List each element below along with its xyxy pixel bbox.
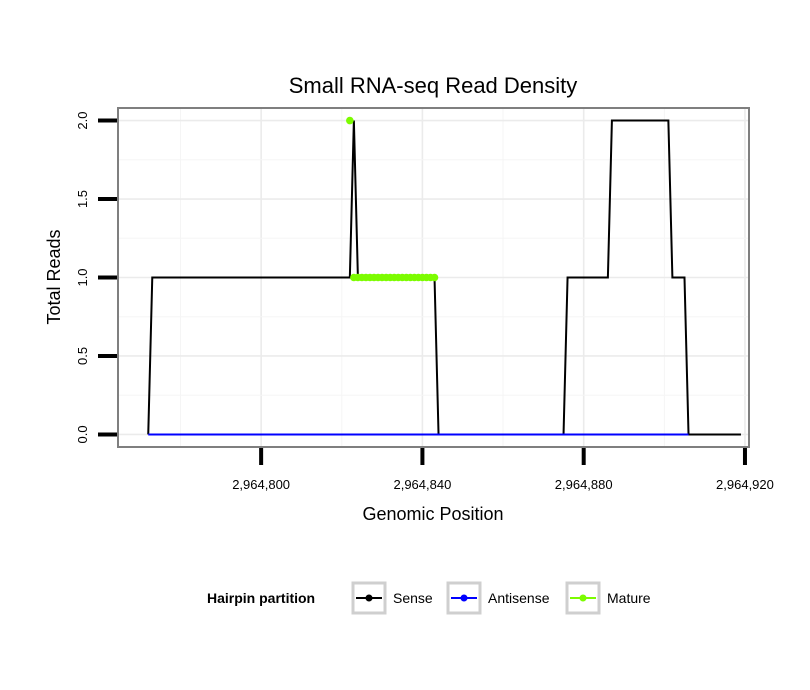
x-axis: 2,964,800 2,964,840 2,964,880 2,964,920 <box>232 448 774 492</box>
x-tick-label: 2,964,920 <box>716 477 774 492</box>
legend-key-mature-dot <box>579 594 587 602</box>
data-point-mature <box>346 116 354 125</box>
y-axis-title: Total Reads <box>44 229 64 324</box>
legend-label-sense: Sense <box>393 590 433 606</box>
x-tick-label: 2,964,880 <box>555 477 613 492</box>
data-point-mature <box>430 273 439 282</box>
x-tick-label: 2,964,800 <box>232 477 290 492</box>
y-tick-label: 0.0 <box>75 425 90 443</box>
legend-label-antisense: Antisense <box>488 590 550 606</box>
legend-item-antisense: Antisense <box>446 581 550 615</box>
legend: Hairpin partition Sense Antisense Mature <box>207 581 651 615</box>
y-tick-label: 0.5 <box>75 347 90 365</box>
series-line-sense <box>147 119 741 436</box>
series-layer <box>147 116 741 436</box>
legend-key-antisense-dot <box>460 594 468 602</box>
y-tick-label: 2.0 <box>75 112 90 130</box>
plot-panel-border <box>117 107 750 448</box>
y-axis: 0.0 0.5 1.0 1.5 2.0 <box>75 112 117 443</box>
legend-item-mature: Mature <box>565 581 651 615</box>
x-tick-label: 2,964,840 <box>393 477 451 492</box>
legend-key-sense-dot <box>365 594 373 602</box>
x-axis-title: Genomic Position <box>362 504 503 524</box>
legend-title: Hairpin partition <box>207 590 315 606</box>
legend-label-mature: Mature <box>607 590 651 606</box>
chart-title: Small RNA-seq Read Density <box>289 73 578 98</box>
y-tick-label: 1.5 <box>75 190 90 208</box>
legend-item-sense: Sense <box>351 581 433 615</box>
y-tick-label: 1.0 <box>75 268 90 286</box>
